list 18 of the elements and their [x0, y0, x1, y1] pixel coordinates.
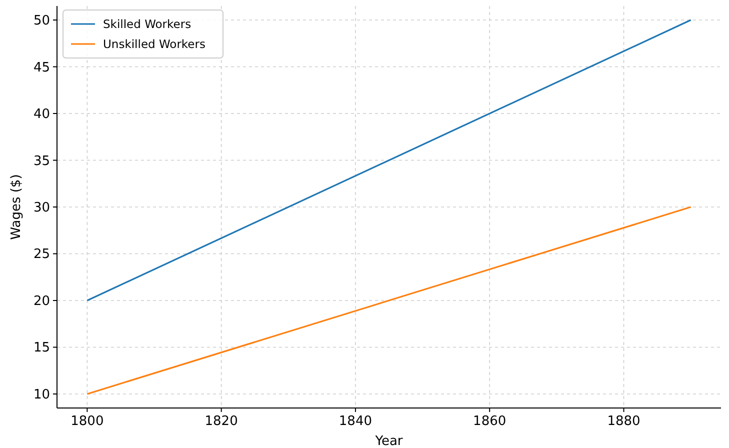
x-tick-label: 1880 — [607, 414, 640, 429]
y-tick-label: 15 — [33, 340, 50, 356]
y-tick-label: 20 — [33, 294, 50, 309]
y-axis-title: Wages ($) — [9, 174, 24, 240]
x-tick-label: 1840 — [338, 414, 372, 429]
x-tick-label: 1860 — [473, 414, 506, 429]
y-tick-label: 45 — [33, 60, 50, 76]
x-tick-label: 1800 — [70, 414, 104, 429]
x-axis-title: Year — [374, 434, 404, 448]
x-tick-label: 1820 — [204, 414, 238, 429]
y-tick-label: 40 — [33, 107, 50, 122]
y-tick-label: 10 — [33, 387, 50, 402]
legend-label: Unskilled Workers — [103, 37, 206, 51]
y-tick-label: 35 — [33, 154, 50, 169]
y-tick-label: 25 — [33, 247, 50, 262]
legend-label: Skilled Workers — [103, 17, 192, 31]
y-tick-label: 50 — [33, 14, 50, 29]
y-tick-label: 30 — [33, 200, 50, 216]
